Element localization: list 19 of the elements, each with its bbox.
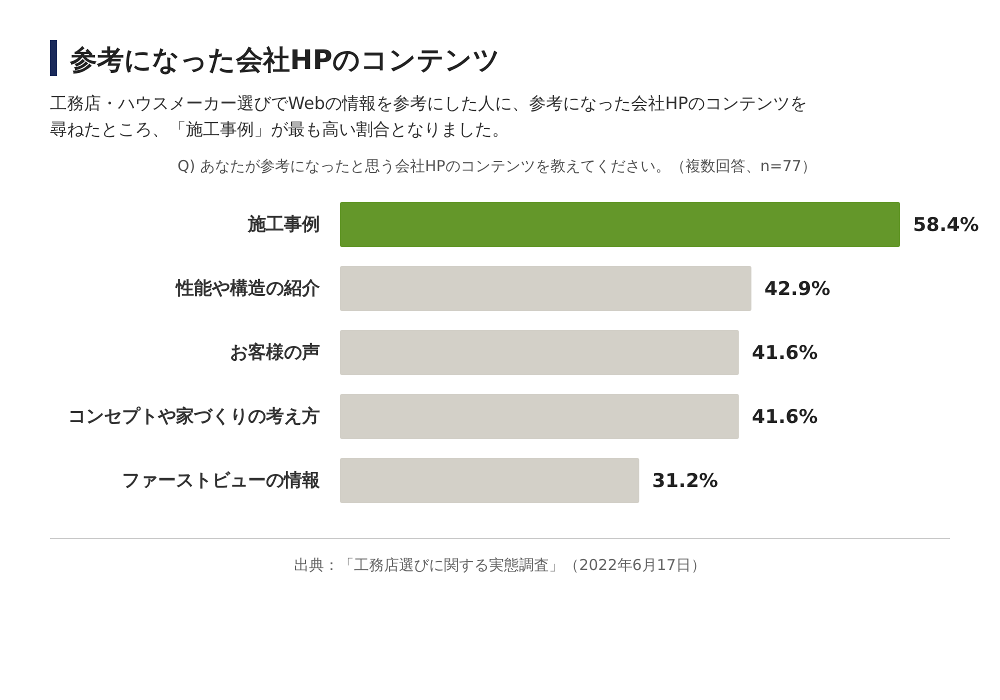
data-label: 31.2%	[652, 470, 718, 492]
y-tick-label: コンセプトや家づくりの考え方	[67, 405, 320, 428]
y-tick-label: ファーストビューの情報	[121, 469, 320, 492]
bar	[340, 266, 752, 311]
y-tick-label: 性能や構造の紹介	[174, 277, 320, 300]
bar	[340, 394, 739, 439]
data-label: 58.4%	[913, 214, 979, 236]
bar	[340, 330, 739, 375]
y-tick-label: お客様の声	[229, 341, 320, 364]
chart-title: 参考になった会社HPのコンテンツ	[70, 44, 500, 78]
y-tick-label: 施工事例	[246, 213, 320, 236]
bar	[340, 458, 640, 503]
data-label: 42.9%	[764, 278, 830, 300]
data-label: 41.6%	[752, 342, 818, 364]
chart-subtitle: 工務店・ハウスメーカー選びでWebの情報を参考にした人に、参考になった会社HPのコンテンツを尋ねたところ、「施工事例」が最も高い割合となりました。	[50, 93, 808, 142]
data-label: 41.6%	[752, 406, 818, 428]
source-note: 出典：「工務店選びに関する実態調査」（2022年6月17日）	[293, 556, 707, 575]
bar	[340, 202, 900, 247]
text: Q) あなたが参考になったと思う会社HPのコンテンツを教えてください。（複数回答、n=77）	[176, 157, 818, 176]
